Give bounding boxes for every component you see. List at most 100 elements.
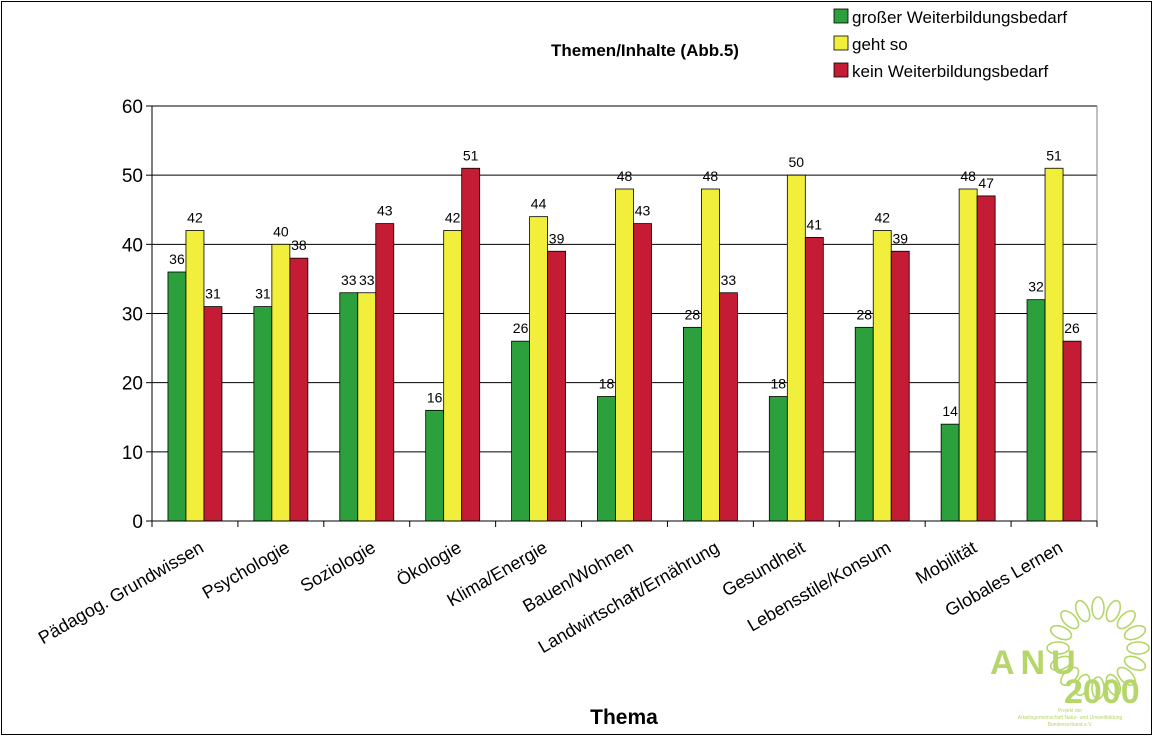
legend-label: großer Weiterbildungsbedarf <box>852 8 1067 27</box>
logo-petal <box>1091 596 1105 620</box>
y-tick-label: 0 <box>132 512 143 533</box>
data-label: 41 <box>807 216 823 232</box>
bar <box>547 250 566 522</box>
data-label: 47 <box>978 175 994 191</box>
data-label: 33 <box>359 272 375 288</box>
bar <box>167 271 187 522</box>
legend-swatch <box>833 62 849 78</box>
x-tick-label: Soziologie <box>297 537 379 596</box>
chart-title: Themen/Inhalte (Abb.5) <box>551 41 739 60</box>
data-label: 14 <box>942 403 958 419</box>
x-axis-title: Thema <box>590 706 658 729</box>
bar <box>854 326 874 522</box>
logo-petal <box>1105 673 1122 697</box>
data-label: 33 <box>341 272 357 288</box>
bar <box>271 243 291 522</box>
y-tick-label: 50 <box>122 166 143 187</box>
logo-petal <box>1116 610 1136 630</box>
logo-text: ANU <box>990 644 1082 682</box>
logo-year: 2000 <box>1064 673 1140 711</box>
legend: großer Weiterbildungsbedarf geht so kein W… <box>833 8 1067 81</box>
data-label: 48 <box>617 168 633 184</box>
data-label: 36 <box>169 251 185 267</box>
bar <box>289 257 309 522</box>
x-tick-label: Mobilität <box>912 537 980 588</box>
logo-petal <box>1105 599 1122 623</box>
data-label: 44 <box>531 196 547 212</box>
bar <box>890 250 910 522</box>
logo-petal <box>1074 599 1091 623</box>
bar <box>872 230 892 522</box>
bar <box>683 326 702 522</box>
logo-petal <box>1091 676 1105 700</box>
data-label: 42 <box>445 210 461 226</box>
data-label: 50 <box>789 154 805 170</box>
data-label: 31 <box>205 286 221 302</box>
y-tick-label: 30 <box>122 305 143 326</box>
y-tick-label: 20 <box>122 374 143 395</box>
legend-swatch <box>833 35 849 51</box>
x-tick-label: Psychologie <box>199 537 293 603</box>
bars-group <box>167 167 1082 522</box>
bar <box>615 188 634 522</box>
bar <box>443 230 463 522</box>
bar <box>1044 167 1064 522</box>
legend-label: kein Weiterbildungsbedarf <box>852 62 1049 81</box>
data-label: 42 <box>187 210 203 226</box>
data-label: 18 <box>599 376 615 392</box>
bar <box>203 306 223 522</box>
logo-caption: Arbeitsgemeinschaft Natur- und Umweltbil… <box>1018 715 1123 721</box>
data-label: 28 <box>685 306 701 322</box>
y-tick-label: 60 <box>122 97 143 118</box>
data-label: 16 <box>427 389 443 405</box>
y-axis: 0 10 20 30 40 50 60 <box>122 97 153 533</box>
bar <box>597 396 616 522</box>
data-label: 48 <box>703 168 719 184</box>
bar <box>529 216 548 522</box>
legend-label: geht so <box>852 35 908 54</box>
bar <box>339 292 359 522</box>
bar <box>633 223 652 522</box>
bar <box>768 396 788 522</box>
bar <box>940 423 960 522</box>
bar <box>425 409 445 522</box>
logo-petal <box>1060 610 1080 630</box>
bar <box>786 174 806 522</box>
data-label: 38 <box>291 237 307 253</box>
logo-petal <box>1123 624 1147 641</box>
data-label: 40 <box>273 223 289 239</box>
legend-swatch <box>833 8 849 24</box>
logo-petal <box>1126 641 1150 655</box>
bar <box>1026 299 1046 522</box>
x-tick-label: Ökologie <box>393 537 465 590</box>
data-label: 33 <box>721 272 737 288</box>
data-label: 39 <box>549 230 565 246</box>
bar <box>253 306 273 522</box>
logo-caption: Bundesverband e.V. <box>1048 722 1093 728</box>
bar <box>375 223 395 522</box>
data-label: 43 <box>377 203 393 219</box>
data-label: 43 <box>635 203 651 219</box>
y-tick-label: 10 <box>122 443 143 464</box>
data-label: 48 <box>960 168 976 184</box>
x-tick-label: Pädagog. Grundwissen <box>35 537 207 648</box>
bar <box>511 340 530 522</box>
data-label: 26 <box>513 320 529 336</box>
data-label: 42 <box>874 210 890 226</box>
data-label: 31 <box>255 286 271 302</box>
logo-petal <box>1049 655 1073 672</box>
y-tick-label: 40 <box>122 235 143 256</box>
logo-petal <box>1123 655 1147 672</box>
data-label: 32 <box>1028 279 1044 295</box>
logo-petal <box>1060 666 1080 686</box>
bar <box>461 167 481 522</box>
data-label: 51 <box>463 147 479 163</box>
data-label: 18 <box>771 376 787 392</box>
data-label: 28 <box>856 306 872 322</box>
x-tick-label: Lebensstile/Konsum <box>744 537 894 635</box>
logo-petal <box>1046 641 1070 655</box>
